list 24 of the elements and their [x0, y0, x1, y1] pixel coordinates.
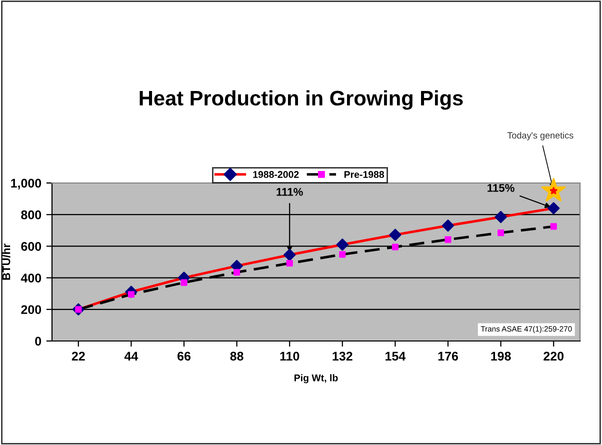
x-tick-label: 154 [386, 352, 406, 361]
annotation: Today's genetics [507, 132, 574, 140]
chart-title: Heat Production in Growing Pigs [140, 90, 463, 110]
y-tick-label: 0 [35, 336, 42, 346]
annotation: 111% [276, 188, 303, 196]
y-tick-label: 400 [20, 274, 42, 282]
x-tick-label: 66 [178, 352, 190, 361]
x-tick-label: 198 [491, 352, 511, 361]
legend-label: Pre-1988 [344, 171, 384, 178]
x-tick-label: 176 [438, 352, 458, 361]
x-tick-label: 22 [72, 352, 85, 360]
y-tick-label: 600 [21, 242, 42, 251]
legend-label: 1988-2002 [253, 171, 299, 178]
x-tick-label: 88 [230, 352, 244, 361]
y-tick-label: 1,000 [11, 178, 42, 190]
x-tick-label: 220 [544, 352, 564, 361]
annotation: 115% [488, 184, 514, 192]
x-tick-label: 110 [280, 352, 300, 361]
x-tick-label: 132 [332, 352, 352, 361]
y-axis-title: BTU/hr [2, 244, 10, 280]
x-tick-label: 44 [124, 352, 138, 360]
x-axis-title: Pig Wt, lb [294, 374, 338, 384]
y-tick-label: 800 [21, 210, 42, 220]
y-tick-label: 200 [21, 305, 42, 314]
